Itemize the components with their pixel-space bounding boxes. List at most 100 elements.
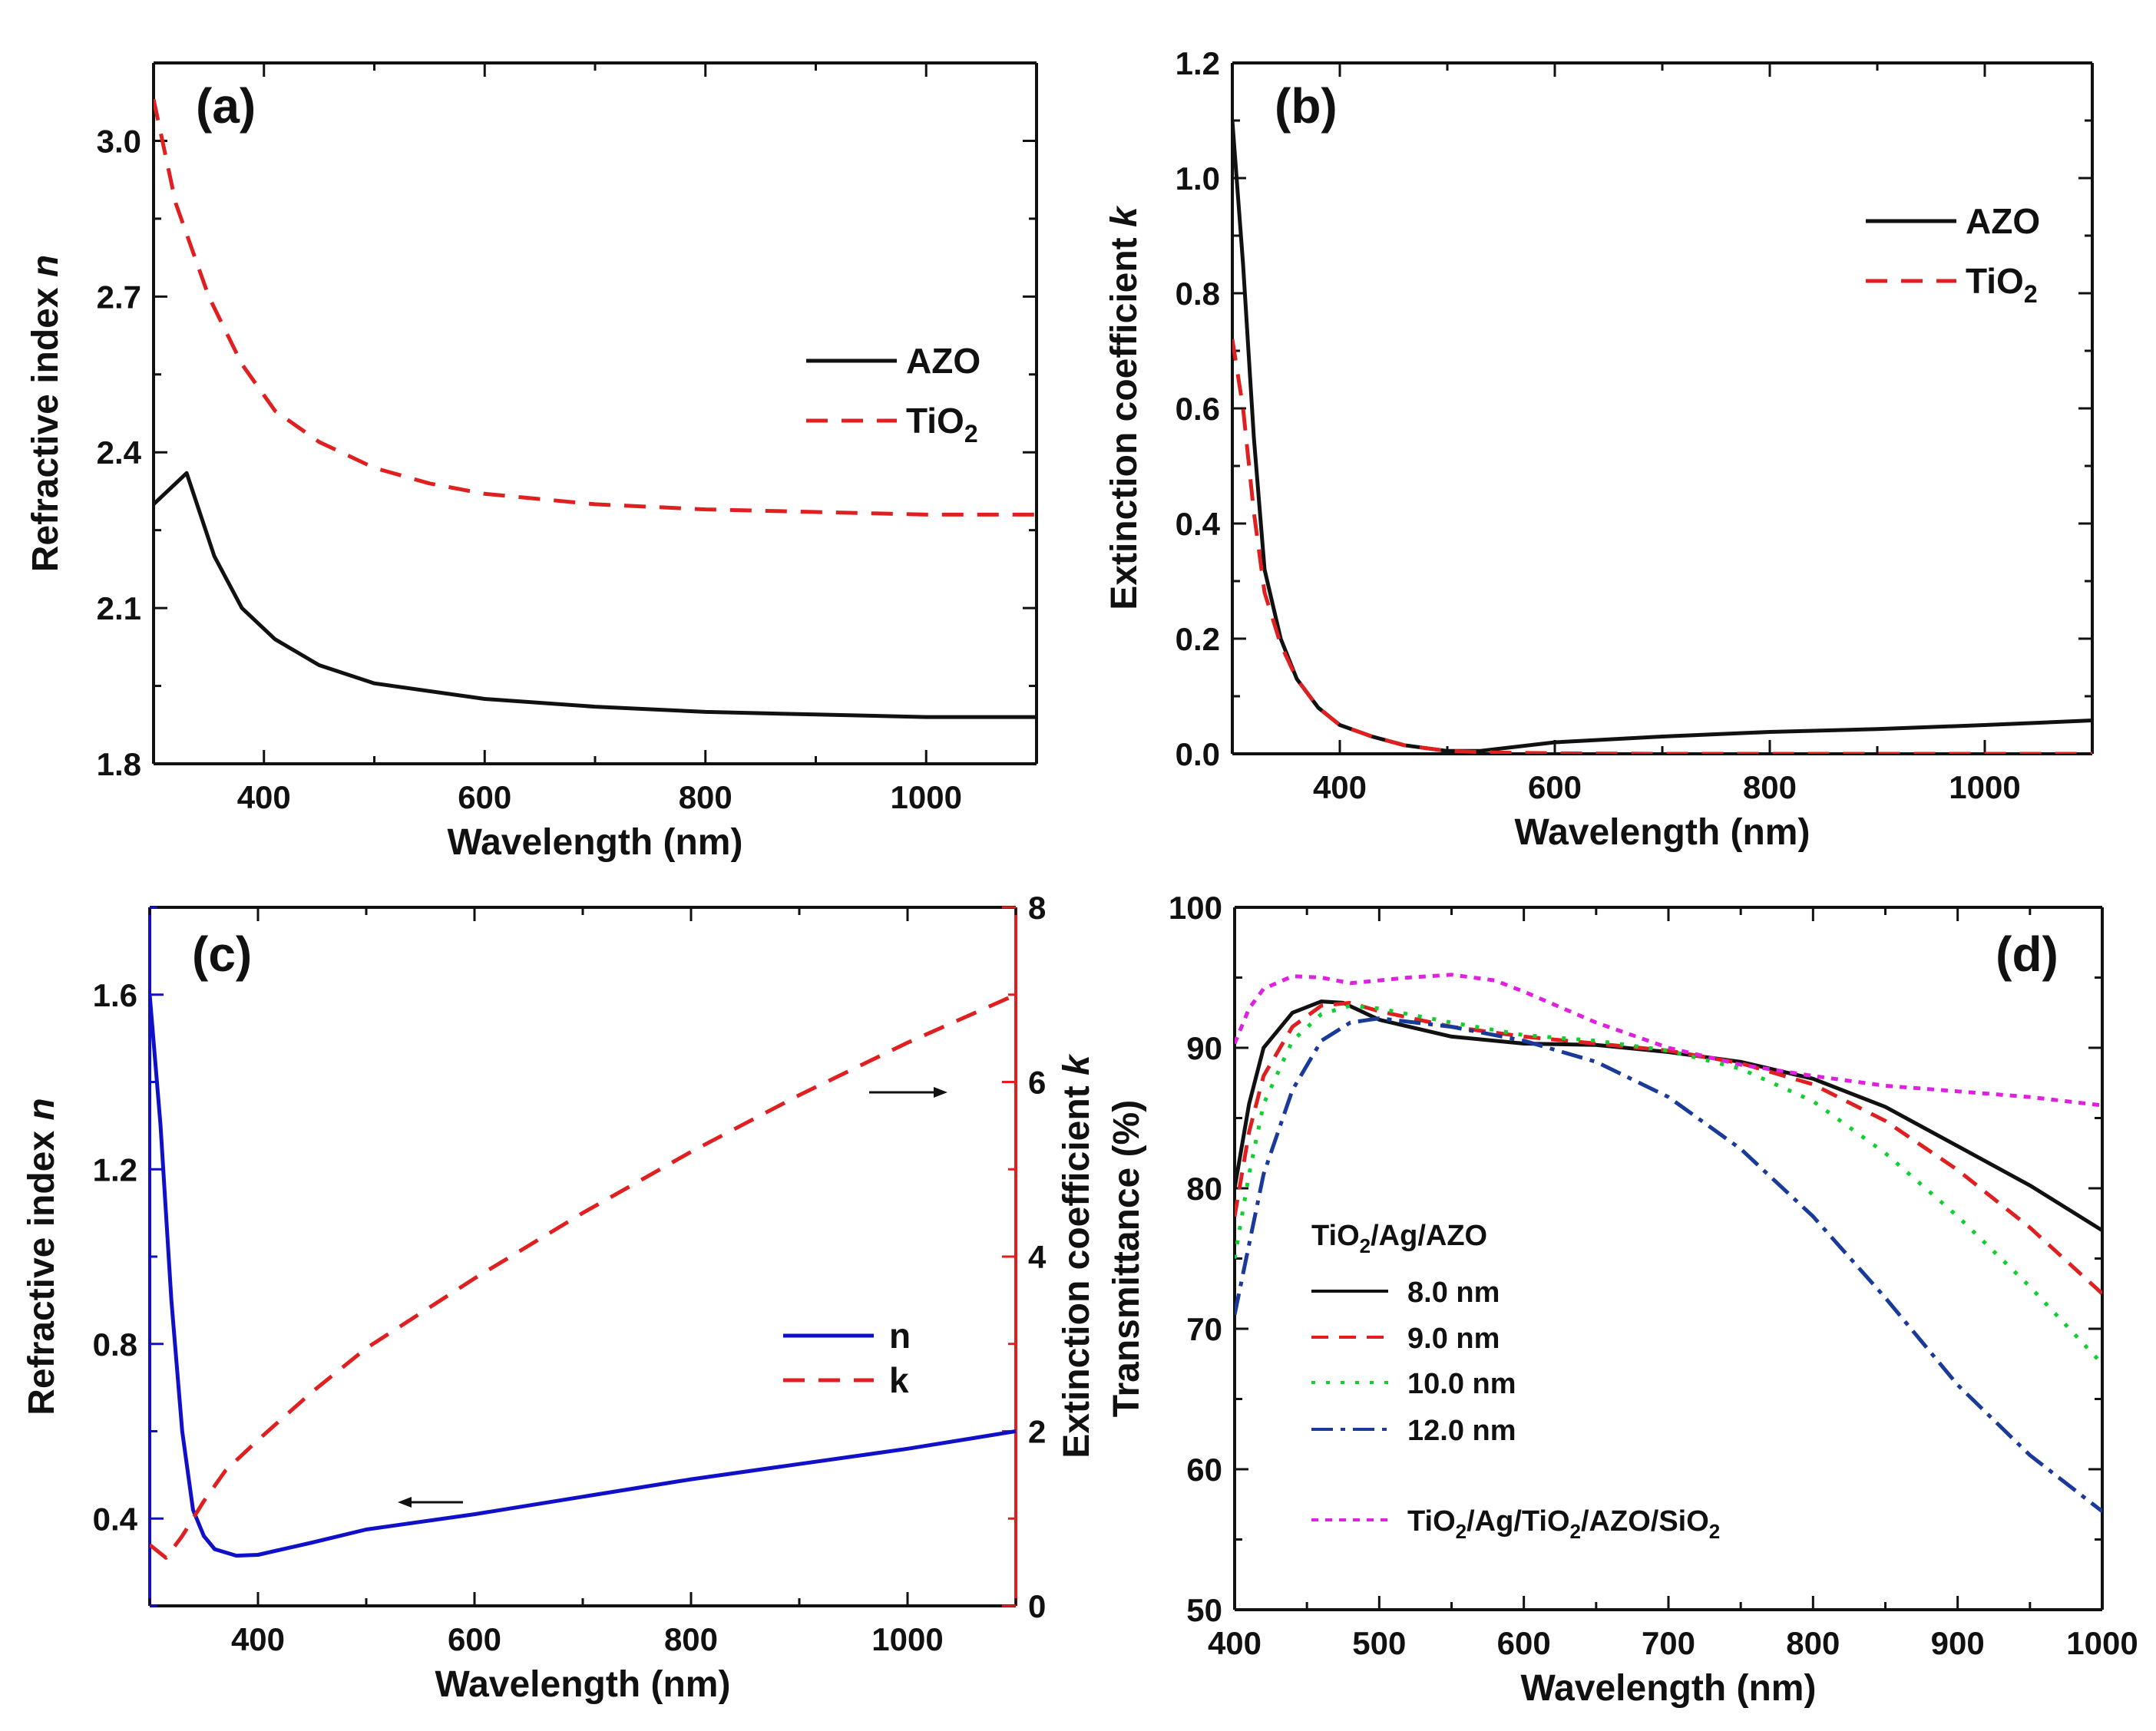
y-tick-label: 0.8 — [1176, 276, 1220, 312]
y-tick-label: 0.4 — [1176, 506, 1221, 542]
legend-label: 9.0 nm — [1407, 1323, 1500, 1355]
legend-label-text: TiO — [1966, 261, 2024, 301]
x-tick-label: 1000 — [1949, 769, 2020, 805]
y-right-axis-label-text: Extinction coefficient — [1057, 1075, 1097, 1458]
y-tick-label: 0.4 — [93, 1501, 138, 1537]
y-tick-label: 50 — [1186, 1592, 1222, 1628]
y-tick-label: 100 — [1169, 890, 1222, 926]
y-axis-label-symbol: n — [25, 255, 66, 277]
y-tick-label: 70 — [1186, 1311, 1222, 1347]
panel-label: (a) — [196, 78, 256, 134]
legend-title-rest: /Ag/AZO — [1371, 1220, 1487, 1252]
x-tick-label: 1000 — [871, 1621, 943, 1657]
x-tick-label: 800 — [664, 1621, 718, 1657]
legend-label: TiO2 — [906, 401, 978, 448]
x-tick-label: 600 — [1528, 769, 1582, 805]
x-tick-label: 900 — [1931, 1625, 1985, 1661]
legend-label: TiO2/Ag/TiO2/AZO/SiO2 — [1407, 1505, 1720, 1543]
y-axis-label: Refractive index n — [21, 1098, 62, 1416]
y-tick-label: 1.2 — [1176, 45, 1220, 81]
arrow-left-annotation — [398, 1497, 463, 1508]
y-axis-label: Extinction coefficient k — [1104, 205, 1145, 610]
panel-label: (c) — [192, 927, 252, 982]
y-axis-label-symbol: n — [21, 1098, 62, 1120]
y-tick-label: 0.2 — [1176, 621, 1220, 657]
legend: AZO TiO2 — [806, 341, 980, 448]
series-line-k — [150, 993, 1016, 1560]
legend-title-text: TiO — [1311, 1220, 1360, 1252]
y-axis-label-text: Transmittance (%) — [1106, 1100, 1147, 1417]
legend-label: 12.0 nm — [1407, 1415, 1516, 1447]
y-axis-label: Transmittance (%) — [1106, 1100, 1147, 1417]
series-line-azo — [154, 471, 1037, 719]
y-tick-label: 1.8 — [97, 746, 141, 782]
y-tick-label: 80 — [1186, 1171, 1222, 1207]
y-right-tick-label: 8 — [1028, 890, 1046, 926]
y-tick-label: 0.6 — [1176, 391, 1220, 427]
y-tick-label: 90 — [1186, 1030, 1222, 1066]
x-tick-label: 600 — [1497, 1625, 1551, 1661]
y-right-axis-label-symbol: k — [1057, 1053, 1097, 1075]
x-axis-label: Wavelength (nm) — [1521, 1668, 1817, 1709]
legend-label-sub: 2 — [1709, 1520, 1720, 1543]
legend-label-text: TiO — [1407, 1505, 1456, 1538]
series-line-9-0-nm — [1235, 1000, 2102, 1296]
legend-label-sub: 2 — [964, 420, 978, 448]
legend-label-text: AZO — [1966, 201, 2040, 241]
legend-label-sub: 2 — [1456, 1520, 1467, 1543]
legend: nk — [783, 1316, 911, 1400]
x-axis-label: Wavelength (nm) — [435, 1664, 731, 1705]
y-tick-label: 0.0 — [1176, 736, 1220, 772]
y-right-tick-label: 0 — [1028, 1588, 1046, 1624]
x-axis-label: Wavelength (nm) — [1515, 812, 1810, 853]
y-tick-label: 0.8 — [93, 1326, 137, 1363]
legend-title: TiO2/Ag/AZO — [1311, 1220, 1487, 1257]
x-tick-label: 800 — [679, 779, 732, 815]
panel-a: 400 600 800 1000 1.8 2.1 2.4 2.7 3.0 Wavelength (… — [25, 61, 1038, 863]
y-axis-label-symbol: k — [1104, 205, 1145, 227]
arrow-head — [934, 1087, 947, 1098]
panel-label: (b) — [1275, 78, 1338, 134]
legend-label-sub: 2 — [2024, 280, 2038, 308]
series-line-12-0-nm — [1235, 1016, 2102, 1513]
x-axis-label: Wavelength (nm) — [448, 822, 743, 863]
legend-label: TiO2 — [1966, 261, 2038, 308]
y-tick-label: 60 — [1186, 1452, 1222, 1488]
legend-label: n — [889, 1316, 911, 1356]
y-tick-label: 1.0 — [1176, 160, 1220, 197]
x-tick-label: 600 — [448, 1621, 501, 1657]
x-tick-label: 400 — [1208, 1625, 1262, 1661]
y-tick-label: 2.7 — [97, 279, 141, 315]
arrow-head — [398, 1497, 412, 1508]
legend-label: AZO — [906, 341, 980, 381]
series-line-tio2 — [1232, 339, 2092, 754]
x-tick-label: 400 — [1313, 769, 1367, 805]
arrow-right-annotation — [869, 1087, 947, 1098]
series-line-10-0-nm — [1235, 1003, 2102, 1366]
y-right-axis-label: Extinction coefficient k — [1057, 1053, 1097, 1458]
series-line-n — [150, 994, 1016, 1558]
x-tick-label: 1000 — [2066, 1625, 2138, 1661]
y-axis-label: Refractive index n — [25, 255, 66, 573]
legend-label-text: AZO — [906, 341, 980, 381]
legend-title-sub: 2 — [1360, 1234, 1371, 1257]
y-right-tick-label: 6 — [1028, 1065, 1046, 1101]
x-tick-label: 700 — [1642, 1625, 1695, 1661]
panel-b: 400 600 800 1000 0.0 0.2 0.4 0.6 0.8 1.0 1.2 Wavele… — [1104, 45, 2094, 853]
y-tick-label: 2.1 — [97, 590, 141, 626]
y-axis-label-text: Refractive index — [21, 1121, 62, 1416]
x-tick-label: 400 — [237, 779, 291, 815]
y-axis-label-text: Refractive index — [25, 277, 66, 572]
series-line-tio2-ag-tio2-azo-sio2 — [1235, 973, 2102, 1108]
panel-label: (d) — [1996, 927, 2058, 982]
y-tick-label: 1.2 — [93, 1151, 137, 1188]
x-tick-label: 800 — [1786, 1625, 1840, 1661]
legend-label: k — [889, 1360, 909, 1400]
legend-label-text: /Ag/TiO — [1467, 1505, 1569, 1538]
panel-d: 400 500 600 700 800 900 1000 50 60 70 80 90 100 Wavel… — [1106, 890, 2138, 1709]
x-tick-label: 600 — [458, 779, 511, 815]
y-tick-label: 3.0 — [97, 123, 141, 159]
series-line-8-0-nm — [1235, 999, 2102, 1233]
